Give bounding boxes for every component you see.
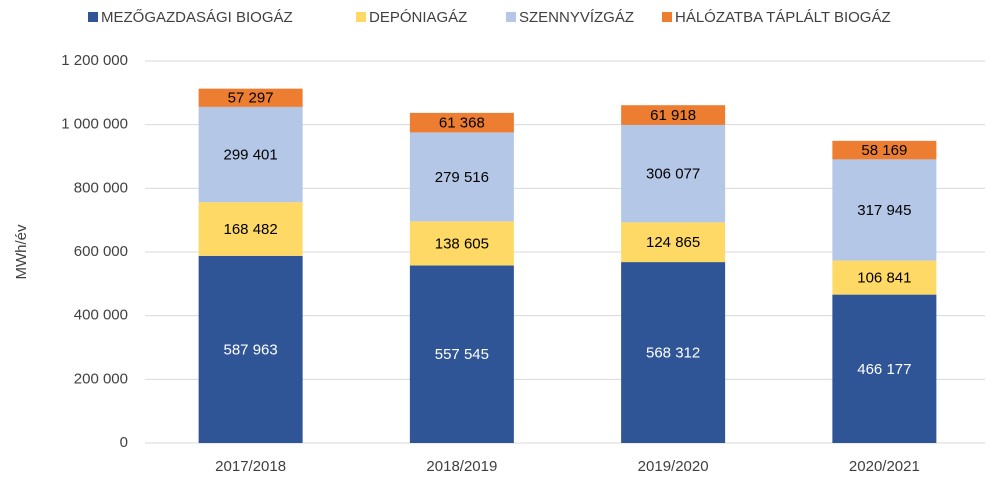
x-tick-label: 2020/2021 <box>849 458 920 475</box>
legend-swatch <box>506 12 516 22</box>
x-tick-label: 2019/2020 <box>638 458 709 475</box>
data-label: 106 841 <box>857 270 911 287</box>
bar-segment <box>621 222 726 263</box>
data-label: 138 605 <box>435 235 489 252</box>
bar-segment <box>409 132 514 222</box>
bar-segment <box>621 124 726 223</box>
bar-segment <box>832 294 937 443</box>
y-tick-label: 400 000 <box>74 307 128 324</box>
data-label: 124 865 <box>646 234 700 251</box>
data-label: 299 401 <box>224 147 278 164</box>
bar-segment <box>198 106 303 203</box>
y-tick-label: 0 <box>120 434 128 451</box>
x-tick-label: 2018/2019 <box>426 458 497 475</box>
x-tick-label: 2017/2018 <box>215 458 286 475</box>
data-label: 568 312 <box>646 345 700 362</box>
legend-label: SZENNYVÍZGÁZ <box>519 9 634 26</box>
bar-segment <box>409 112 514 133</box>
y-axis-label: MWh/év <box>13 224 30 280</box>
data-label: 306 077 <box>646 166 700 183</box>
data-label: 587 963 <box>224 341 278 358</box>
legend-swatch <box>662 12 672 22</box>
data-label: 317 945 <box>857 202 911 219</box>
data-label: 61 918 <box>650 107 696 124</box>
legend-swatch <box>356 12 366 22</box>
bar-segment <box>832 140 937 160</box>
y-tick-label: 1 200 000 <box>61 52 128 69</box>
bar-segment <box>198 88 303 107</box>
bar-segment <box>409 265 514 443</box>
legend-label: DEPÓNIAGÁZ <box>369 9 467 26</box>
bar-segment <box>198 255 303 443</box>
data-label: 557 545 <box>435 346 489 363</box>
legend-swatch <box>88 12 98 22</box>
data-label: 279 516 <box>435 169 489 186</box>
legend-label: MEZŐGAZDASÁGI BIOGÁZ <box>101 9 293 26</box>
y-tick-label: 1 000 000 <box>61 116 128 133</box>
data-label: 61 368 <box>439 115 485 132</box>
data-label: 168 482 <box>224 221 278 238</box>
data-label: 58 169 <box>861 142 907 159</box>
bar-segment <box>198 202 303 256</box>
bar-segment <box>832 260 937 295</box>
bar-segment <box>409 221 514 266</box>
data-label: 466 177 <box>857 361 911 378</box>
legend-label: HÁLÓZATBA TÁPLÁLT BIOGÁZ <box>675 9 891 26</box>
y-tick-label: 800 000 <box>74 179 128 196</box>
bar-segment <box>832 159 937 261</box>
data-label: 57 297 <box>228 90 274 107</box>
bar-segment <box>621 262 726 443</box>
y-tick-label: 600 000 <box>74 243 128 260</box>
y-tick-label: 200 000 <box>74 370 128 387</box>
bar-segment <box>621 105 726 125</box>
